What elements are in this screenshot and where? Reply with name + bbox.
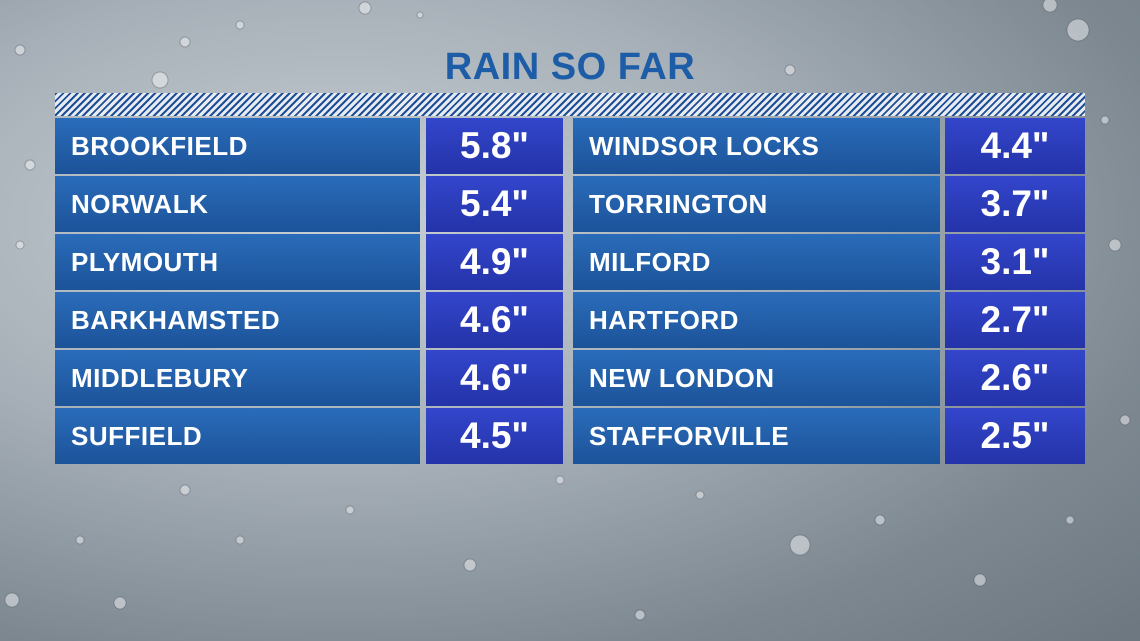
town-name: TORRINGTON: [573, 176, 940, 232]
town-name: NORWALK: [55, 176, 420, 232]
town-name: MIDDLEBURY: [55, 350, 420, 406]
rain-total: 2.5": [945, 408, 1085, 464]
rain-total: 3.7": [945, 176, 1085, 232]
rain-total: 5.8": [426, 118, 563, 174]
rain-total: 4.6": [426, 350, 563, 406]
header-stripe: [55, 93, 1085, 116]
rain-total: 4.5": [426, 408, 563, 464]
rain-total: 5.4": [426, 176, 563, 232]
town-name: HARTFORD: [573, 292, 940, 348]
town-name: BARKHAMSTED: [55, 292, 420, 348]
rain-total: 4.4": [945, 118, 1085, 174]
rain-total: 4.9": [426, 234, 563, 290]
rain-total: 4.6": [426, 292, 563, 348]
rain-total: 2.7": [945, 292, 1085, 348]
town-name: WINDSOR LOCKS: [573, 118, 940, 174]
title: RAIN SO FAR: [444, 46, 696, 88]
town-name: PLYMOUTH: [55, 234, 420, 290]
town-name: SUFFIELD: [55, 408, 420, 464]
rain-total: 2.6": [945, 350, 1085, 406]
town-name: BROOKFIELD: [55, 118, 420, 174]
town-name: MILFORD: [573, 234, 940, 290]
town-name: STAFFORVILLE: [573, 408, 940, 464]
town-name: NEW LONDON: [573, 350, 940, 406]
rain-total: 3.1": [945, 234, 1085, 290]
